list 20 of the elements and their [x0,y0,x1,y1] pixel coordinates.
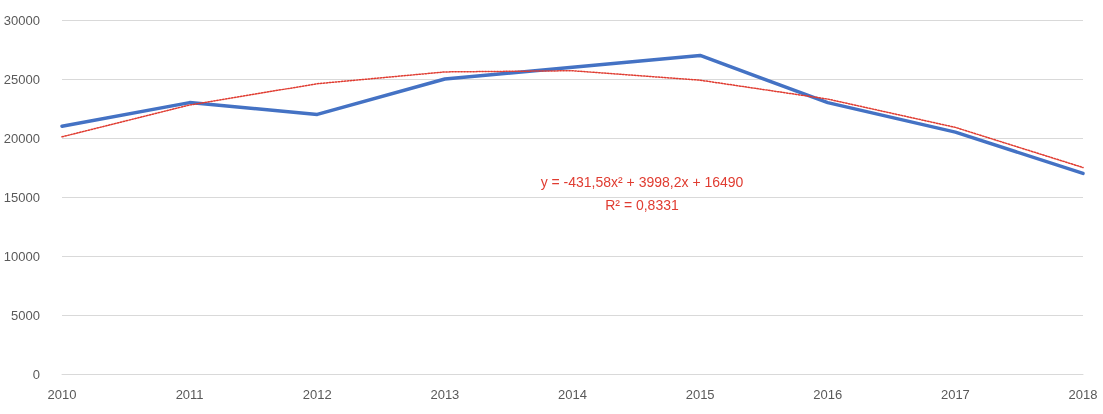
x-tick-label: 2015 [685,387,715,402]
y-tick-label: 15000 [3,189,40,205]
x-tick-label: 2012 [302,387,332,402]
annotation: R² = 0,8331 [605,197,679,213]
y-tick-label: 20000 [3,130,40,146]
y-tick-label: 25000 [3,71,40,87]
y-tick-label: 10000 [3,248,40,264]
line-series [60,53,1085,176]
line-series [61,69,1084,169]
y-tick-label: 5000 [11,307,40,323]
annotation: y = -431,58x² + 3998,2x + 16490 [540,174,744,190]
x-tick-label: 2018 [1068,387,1098,402]
x-tick-label: 2013 [430,387,460,402]
y-tick-label: 30000 [3,12,40,28]
x-tick-label: 2017 [940,387,970,402]
x-tick-label: 2011 [175,387,204,402]
y-tick-label: 0 [32,366,40,382]
x-tick-label: 2010 [47,387,77,402]
x-tick-label: 2014 [558,387,587,402]
x-tick-label: 2016 [813,387,843,402]
